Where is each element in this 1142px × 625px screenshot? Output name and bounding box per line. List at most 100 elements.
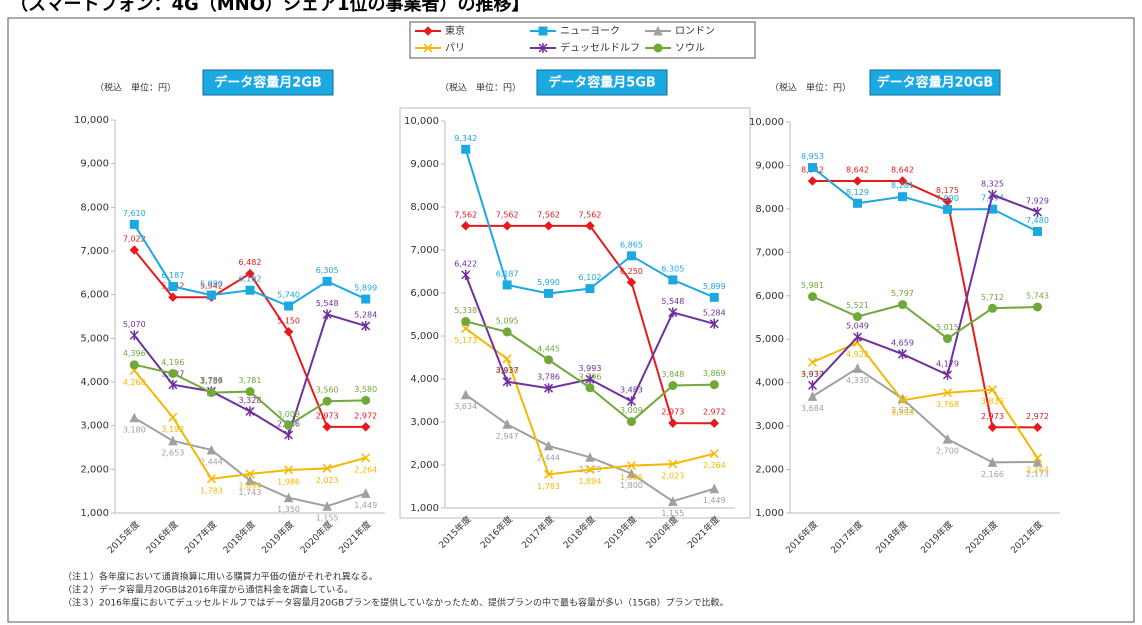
marker: [206, 388, 216, 398]
marker: [284, 465, 294, 475]
legend-label: ロンドン: [675, 26, 715, 37]
marker: [1033, 226, 1042, 236]
marker: [502, 376, 512, 387]
data-label: 5,740: [277, 291, 300, 300]
data-label: 5,173: [454, 336, 477, 345]
data-label: 5,899: [354, 284, 377, 293]
y-tick-label: 7,000: [755, 247, 784, 258]
marker: [897, 395, 908, 405]
data-label: 1,449: [703, 496, 726, 505]
marker: [942, 434, 953, 444]
marker: [709, 380, 719, 390]
data-label: 7,562: [537, 210, 560, 219]
data-label: 8,642: [846, 165, 869, 174]
data-label: 2,973: [316, 411, 339, 420]
marker: [461, 316, 471, 326]
data-label: 5,284: [703, 308, 726, 317]
marker: [626, 251, 636, 261]
data-label: 7,562: [579, 210, 602, 219]
data-label: 2,023: [661, 472, 684, 481]
data-label: 1,783: [200, 486, 223, 495]
data-label: 3,560: [316, 386, 339, 395]
marker: [361, 294, 371, 304]
marker: [168, 412, 178, 422]
marker: [709, 292, 719, 302]
frame: [7, 17, 1135, 623]
marker: [668, 459, 678, 469]
unit-label: （税込 単位：円）: [440, 82, 521, 94]
marker: [245, 475, 255, 486]
marker: [461, 144, 471, 154]
y-tick-label: 7,000: [80, 246, 109, 257]
marker: [206, 444, 217, 455]
marker: [129, 245, 139, 255]
data-label: 3,632: [891, 406, 914, 415]
marker: [987, 422, 998, 432]
data-label: 1,155: [661, 509, 684, 518]
series-line: [812, 179, 1038, 429]
marker: [626, 277, 637, 287]
unit-label: （税込 単位：円）: [95, 82, 176, 94]
marker: [129, 360, 139, 370]
data-label: 5,981: [801, 281, 824, 290]
legend-label: パリ: [445, 42, 465, 54]
marker: [668, 418, 678, 428]
data-label: 5,548: [661, 297, 684, 306]
data-label: 8,953: [801, 152, 824, 161]
data-label: 3,192: [161, 425, 184, 434]
data-label: 7,929: [1026, 196, 1049, 205]
data-label: 5,899: [703, 282, 726, 291]
data-label: 5,712: [981, 293, 1004, 302]
marker: [168, 292, 178, 302]
marker: [361, 320, 371, 331]
data-label: 2,444: [200, 457, 223, 466]
marker: [544, 355, 554, 365]
data-label: 2,972: [354, 411, 377, 420]
data-label: 6,305: [316, 266, 339, 275]
data-label: 1,155: [316, 514, 339, 523]
title-button: [869, 69, 1001, 96]
marker: [284, 420, 294, 430]
data-label: 2,947: [496, 432, 519, 441]
marker: [461, 221, 471, 231]
data-label: 1,986: [277, 477, 300, 486]
data-label: 2,173: [1026, 470, 1049, 479]
legend-label: ニューヨーク: [560, 25, 620, 37]
marker: [709, 483, 720, 494]
chart-title: データ容量月5GB: [548, 75, 656, 91]
data-label: 3,180: [123, 425, 146, 434]
data-label: 3,634: [454, 402, 477, 411]
marker: [626, 461, 636, 471]
marker: [1032, 456, 1043, 467]
legend-label: 東京: [445, 24, 465, 37]
marker: [807, 176, 818, 186]
marker: [942, 388, 953, 398]
data-label: 1,894: [239, 481, 262, 490]
marker: [322, 276, 332, 286]
marker: [585, 465, 595, 475]
marker: [502, 221, 512, 231]
data-label: 6,187: [161, 271, 184, 280]
data-label: 5,070: [123, 320, 146, 329]
data-label: 8,129: [846, 188, 869, 197]
legend-label: ソウル: [675, 42, 705, 54]
marker: [668, 307, 678, 318]
data-label: 2,023: [316, 476, 339, 485]
data-label: 5,990: [537, 278, 560, 287]
marker: [423, 26, 433, 36]
data-label: 6,250: [620, 267, 643, 276]
data-label: 3,869: [703, 369, 726, 378]
y-tick-label: 4,000: [80, 377, 109, 388]
marker: [853, 198, 862, 208]
data-label: 5,049: [846, 322, 869, 331]
series-line: [811, 367, 1038, 464]
data-label: 6,187: [496, 269, 519, 278]
marker: [129, 219, 139, 229]
marker: [626, 417, 636, 427]
marker: [942, 369, 953, 380]
marker: [461, 324, 471, 334]
data-label: 5,095: [496, 316, 519, 325]
data-label: 5,990: [200, 280, 223, 289]
marker: [360, 488, 371, 498]
data-label: 3,848: [661, 370, 684, 379]
